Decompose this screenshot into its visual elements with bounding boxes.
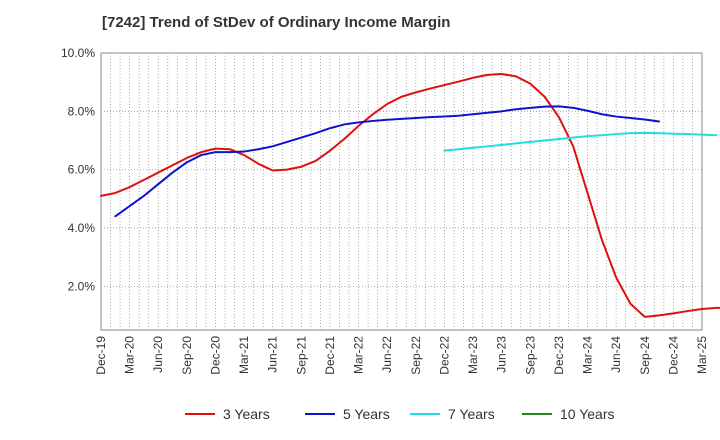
x-tick-label: Mar-22 bbox=[352, 336, 366, 374]
x-tick-label: Mar-21 bbox=[237, 336, 251, 374]
y-tick-label: 10.0% bbox=[61, 46, 95, 60]
x-tick-label: Dec-19 bbox=[94, 336, 108, 375]
x-tick-label: Dec-22 bbox=[437, 336, 451, 375]
x-tick-label: Sep-21 bbox=[294, 336, 308, 375]
x-tick-label: Dec-24 bbox=[666, 336, 680, 375]
x-tick-label: Mar-24 bbox=[581, 336, 595, 374]
x-tick-label: Sep-24 bbox=[638, 336, 652, 375]
x-tick-label: Jun-20 bbox=[151, 336, 165, 373]
y-tick-label: 8.0% bbox=[68, 104, 96, 118]
legend-label-5-years: 5 Years bbox=[343, 406, 390, 422]
y-tick-label: 4.0% bbox=[68, 221, 96, 235]
legend-label-7-years: 7 Years bbox=[448, 406, 495, 422]
x-tick-label: Sep-23 bbox=[523, 336, 537, 375]
x-tick-label: Dec-21 bbox=[323, 336, 337, 375]
x-tick-label: Jun-23 bbox=[495, 336, 509, 373]
y-tick-label: 2.0% bbox=[68, 279, 96, 293]
x-tick-label: Dec-23 bbox=[552, 336, 566, 375]
x-tick-label: Sep-22 bbox=[409, 336, 423, 375]
x-tick-label: Jun-21 bbox=[266, 336, 280, 373]
plot-area bbox=[100, 52, 703, 331]
x-tick-label: Jun-22 bbox=[380, 336, 394, 373]
x-tick-label: Jun-24 bbox=[609, 336, 623, 373]
x-tick-label: Mar-23 bbox=[466, 336, 480, 374]
legend-label-10-years: 10 Years bbox=[560, 406, 615, 422]
series-line-3-years bbox=[100, 72, 720, 318]
y-tick-label: 6.0% bbox=[68, 163, 96, 177]
series-line-7-years bbox=[443, 131, 718, 152]
legend-label-3-years: 3 Years bbox=[223, 406, 270, 422]
x-tick-label: Dec-20 bbox=[208, 336, 222, 375]
x-tick-label: Mar-25 bbox=[695, 336, 709, 374]
chart-title: [7242] Trend of StDev of Ordinary Income… bbox=[102, 14, 451, 31]
x-tick-label: Mar-20 bbox=[123, 336, 137, 374]
x-tick-label: Sep-20 bbox=[180, 336, 194, 375]
series-line-5-years bbox=[114, 105, 661, 218]
